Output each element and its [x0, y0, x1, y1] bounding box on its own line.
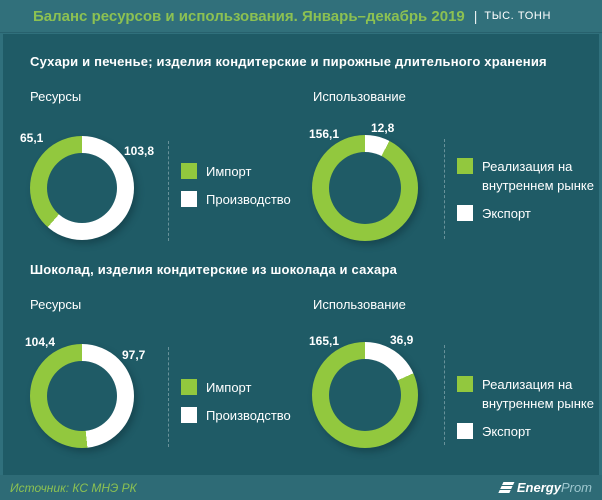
section-title-chocolate: Шоколад, изделия кондитерские из шоколад… — [30, 262, 398, 277]
legend-resources-chocolate: Импорт Производство — [181, 378, 291, 434]
legend-divider-4 — [444, 345, 445, 445]
chart-subtitle-resources-1: Ресурсы — [30, 89, 82, 104]
value-export-chocolate: 36,9 — [390, 333, 414, 347]
donut-usage-bakery — [312, 135, 418, 241]
source-label: Источник: КС МНЭ РК — [10, 480, 137, 495]
legend-label: Импорт — [206, 164, 252, 179]
export-swatch-icon — [457, 205, 473, 221]
logo-text-light: Prom — [560, 480, 592, 495]
legend-divider-2 — [444, 139, 445, 239]
legend-label: Производство — [206, 192, 291, 207]
legend-label: Реализация на внутреннем рынке — [482, 159, 594, 193]
donut-resources-bakery — [30, 136, 134, 240]
legend-divider-1 — [168, 141, 169, 241]
section-title-bakery: Сухари и печенье; изделия кондитерские и… — [30, 54, 547, 69]
energyprom-logo-icon — [498, 482, 515, 493]
units-label: тыс. тонн — [484, 10, 552, 22]
title-separator: | — [473, 8, 478, 24]
logo-text-bold: Energy — [516, 480, 561, 495]
header-band: Баланс ресурсов и использования. Январь–… — [0, 0, 602, 33]
legend-label: Экспорт — [482, 206, 531, 221]
value-production-bakery: 103,8 — [124, 144, 155, 158]
legend-label: Экспорт — [482, 424, 531, 439]
production-swatch-icon — [181, 191, 197, 207]
page-title: Баланс ресурсов и использования. Январь–… — [33, 7, 465, 25]
value-import-chocolate: 104,4 — [25, 335, 56, 349]
value-domestic-chocolate: 165,1 — [309, 334, 340, 348]
legend-item-production: Производство — [181, 190, 291, 209]
legend-resources-bakery: Импорт Производство — [181, 162, 291, 218]
import-swatch-icon — [181, 163, 197, 179]
value-production-chocolate: 97,7 — [122, 348, 146, 362]
legend-label: Реализация на внутреннем рынке — [482, 377, 594, 411]
donut-usage-chocolate — [312, 342, 418, 448]
chart-subtitle-resources-2: Ресурсы — [30, 297, 82, 312]
legend-usage-bakery: Реализация на внутреннем рынке Экспорт — [457, 157, 599, 232]
legend-label: Импорт — [206, 380, 252, 395]
domestic-swatch-icon — [457, 376, 473, 392]
production-swatch-icon — [181, 407, 197, 423]
donut-resources-chocolate — [30, 344, 134, 448]
legend-divider-3 — [168, 347, 169, 447]
legend-item-domestic: Реализация на внутреннем рынке — [457, 375, 599, 413]
legend-item-export: Экспорт — [457, 204, 599, 223]
legend-item-domestic: Реализация на внутреннем рынке — [457, 157, 599, 195]
legend-item-import: Импорт — [181, 162, 291, 181]
legend-item-import: Импорт — [181, 378, 291, 397]
chart-subtitle-usage-1: Использование — [313, 89, 406, 104]
legend-usage-chocolate: Реализация на внутреннем рынке Экспорт — [457, 375, 599, 450]
import-swatch-icon — [181, 379, 197, 395]
content-panel: Сухари и печенье; изделия кондитерские и… — [3, 34, 599, 475]
legend-label: Производство — [206, 408, 291, 423]
export-swatch-icon — [457, 423, 473, 439]
energyprom-logo: Energy Prom — [498, 480, 592, 495]
legend-item-production: Производство — [181, 406, 291, 425]
chart-subtitle-usage-2: Использование — [313, 297, 406, 312]
domestic-swatch-icon — [457, 158, 473, 174]
footer-band: Источник: КС МНЭ РК Energy Prom — [0, 475, 602, 500]
value-domestic-bakery: 156,1 — [309, 127, 340, 141]
value-export-bakery: 12,8 — [371, 121, 395, 135]
value-import-bakery: 65,1 — [20, 131, 44, 145]
legend-item-export: Экспорт — [457, 422, 599, 441]
